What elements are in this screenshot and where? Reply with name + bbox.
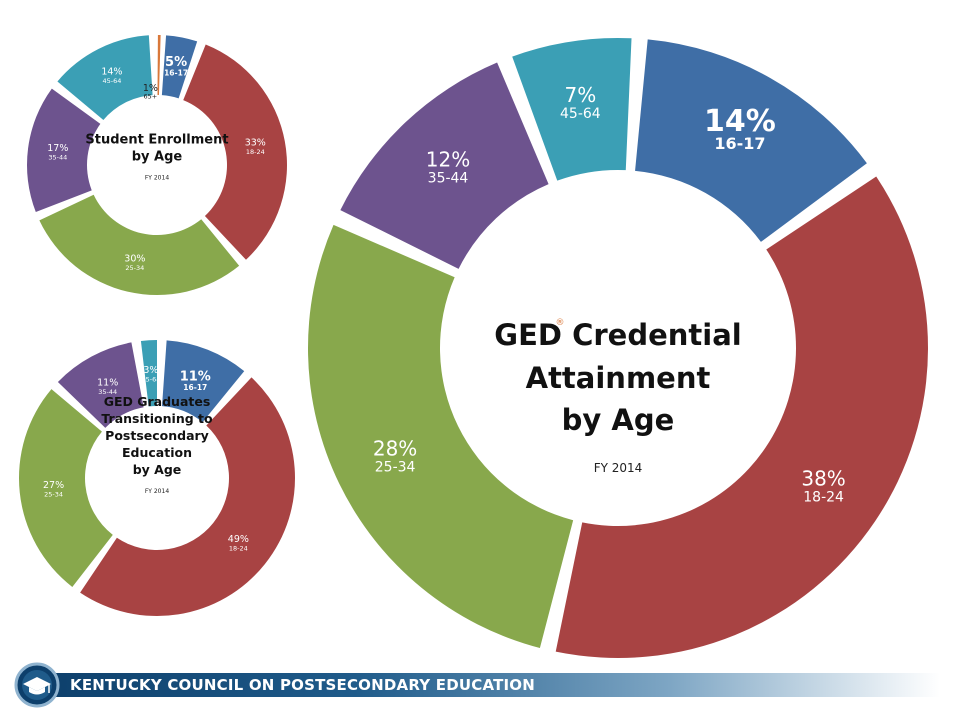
slice-percent-label: 17% bbox=[47, 143, 68, 154]
student-enrollment-donut: 5%16-17 33%18-24 30%25-34 17%35-44 14%45-64 1… bbox=[26, 35, 287, 295]
donut-slice-25-34 bbox=[39, 194, 240, 295]
chart-title-line: Postsecondary bbox=[105, 428, 209, 443]
donut-slice-18-24 bbox=[183, 44, 287, 260]
chart-subtitle: FY 2014 bbox=[145, 175, 169, 182]
slice-category-label: 16-17 bbox=[183, 383, 207, 392]
chart-title-line: Attainment bbox=[526, 361, 711, 395]
chart-title-line: by Age bbox=[132, 150, 183, 165]
slice-percent-label: 38% bbox=[801, 467, 845, 491]
donut-slice-65+ bbox=[157, 35, 161, 96]
chart-title-line: GED Graduates bbox=[104, 394, 211, 409]
slice-percent-label: 1% bbox=[143, 83, 158, 94]
slice-percent-label: 12% bbox=[426, 147, 470, 171]
chart-title-line: by Age bbox=[133, 462, 182, 477]
slice-percent-label: 14% bbox=[101, 67, 122, 78]
chart-subtitle: FY 2014 bbox=[594, 461, 643, 475]
donut-slice-35-44 bbox=[26, 88, 101, 213]
organization-name: KENTUCKY COUNCIL ON POSTSECONDARY EDUCAT… bbox=[70, 676, 536, 694]
chart-title-line: Student Enrollment bbox=[85, 133, 228, 148]
slice-category-label: 45-64 bbox=[102, 77, 121, 85]
slice-percent-label: 5% bbox=[165, 55, 187, 70]
slice-percent-label: 7% bbox=[565, 83, 597, 107]
slice-percent-label: 27% bbox=[43, 480, 64, 491]
slice-category-label: 18-24 bbox=[803, 490, 844, 506]
slice-category-label: 25-34 bbox=[44, 490, 63, 498]
graduation-cap-logo-icon bbox=[14, 662, 60, 708]
slice-category-label: 25-34 bbox=[125, 264, 144, 272]
slice-percent-label: 33% bbox=[245, 138, 266, 149]
slice-category-label: 35-44 bbox=[428, 170, 469, 186]
slice-percent-label: 49% bbox=[228, 534, 249, 545]
slice-percent-label: 11% bbox=[180, 369, 211, 384]
chart-title-line: Education bbox=[122, 445, 192, 460]
ged-attainment-donut: 14%16-17 38%18-24 28%25-34 12%35-44 7%45-64 G… bbox=[308, 37, 928, 658]
slice-category-label: 18-24 bbox=[246, 148, 265, 156]
donut-slice-16-17 bbox=[635, 39, 867, 242]
ged-transition-donut: 11%16-1749%18-2427%25-3411%35-443%45-64G… bbox=[19, 340, 296, 617]
slice-percent-label: 3% bbox=[143, 365, 158, 376]
slice-category-label: 45-64 bbox=[560, 106, 601, 122]
donut-slice-45-64 bbox=[512, 37, 632, 181]
donut-slice-45-64 bbox=[140, 340, 157, 407]
footer-bar bbox=[40, 673, 940, 697]
slice-category-label: 45-64 bbox=[141, 376, 160, 384]
slice-category-label: 18-24 bbox=[229, 544, 248, 552]
donut-slice-45-64 bbox=[57, 35, 153, 121]
donut-slice-18-24 bbox=[555, 176, 928, 658]
slice-category-label: 35-44 bbox=[98, 388, 117, 396]
slice-percent-label: 28% bbox=[373, 437, 417, 461]
slice-percent-label: 11% bbox=[97, 377, 118, 388]
slice-category-label: 35-44 bbox=[48, 154, 67, 162]
donut-slice-16-17 bbox=[161, 35, 198, 99]
slice-category-label: 25-34 bbox=[375, 460, 416, 476]
slice-percent-label: 14% bbox=[704, 104, 776, 139]
donut-slice-35-44 bbox=[340, 62, 549, 269]
slice-category-label: 65+ bbox=[144, 93, 158, 101]
slice-category-label: 16-17 bbox=[164, 68, 188, 77]
donut-slice-25-34 bbox=[308, 224, 574, 649]
donut-slice-18-24 bbox=[80, 377, 296, 617]
chart-title-line: GED Credential bbox=[494, 318, 741, 352]
donut-slice-25-34 bbox=[19, 389, 113, 587]
registered-mark: ® bbox=[556, 318, 565, 328]
slice-percent-label: 30% bbox=[124, 254, 145, 265]
slice-category-label: 16-17 bbox=[714, 134, 765, 153]
chart-title-line: by Age bbox=[562, 403, 675, 437]
footer: KENTUCKY COUNCIL ON POSTSECONDARY EDUCAT… bbox=[14, 662, 944, 708]
donut-slice-16-17 bbox=[162, 340, 245, 423]
chart-title-line: Transitioning to bbox=[101, 411, 213, 426]
chart-subtitle: FY 2014 bbox=[145, 488, 169, 495]
donut-slice-35-44 bbox=[57, 342, 144, 428]
